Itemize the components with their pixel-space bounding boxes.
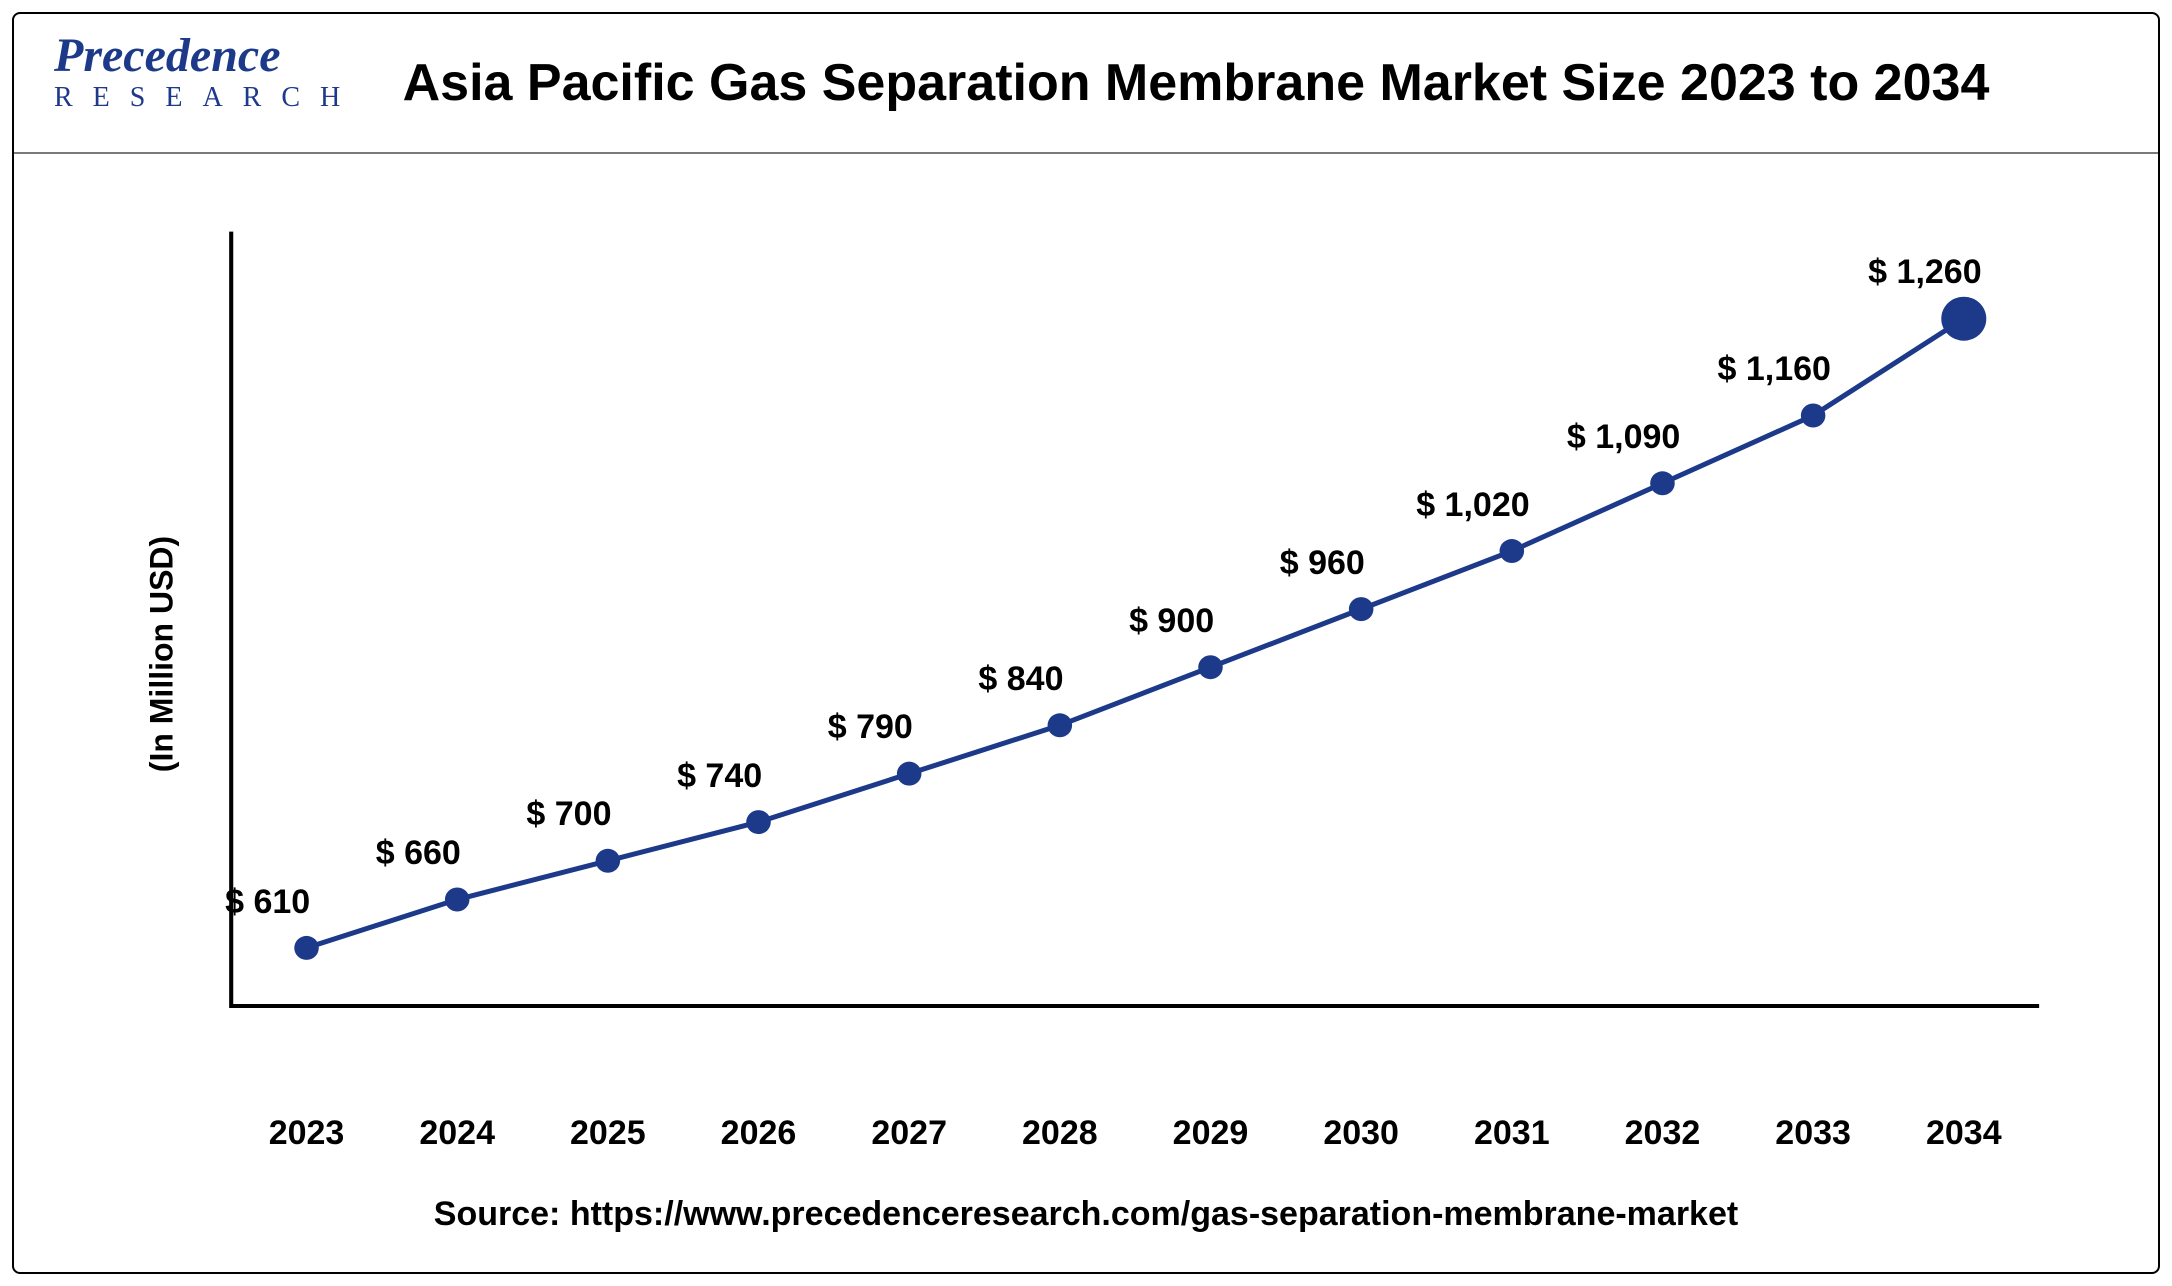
x-axis-labels: 2023 2024 2025 2026 2027 2028 2029 2030 2031 2032… (134, 1114, 2078, 1164)
x-tick-label: 2034 (1926, 1114, 2002, 1153)
chart-area: (In Million USD) 20232024202520262027202… (134, 214, 2078, 1094)
data-point-label: $ 700 (526, 795, 611, 834)
x-tick-label: 2024 (419, 1114, 495, 1153)
x-tick-label: 2028 (1022, 1114, 1098, 1153)
data-point-label: $ 1,260 (1868, 253, 1981, 292)
logo-main: Precedence (54, 29, 281, 82)
line-chart-svg (134, 214, 2078, 1094)
chart-container: Precedence RESEARCH Asia Pacific Gas Sep… (12, 12, 2160, 1274)
data-point-label: $ 1,090 (1567, 418, 1680, 457)
header: Precedence RESEARCH Asia Pacific Gas Sep… (14, 14, 2158, 154)
logo: Precedence RESEARCH (54, 32, 360, 112)
x-tick-label: 2025 (570, 1114, 646, 1153)
data-point-label: $ 660 (376, 834, 461, 873)
x-tick-label: 2031 (1474, 1114, 1550, 1153)
data-point-label: $ 740 (677, 757, 762, 796)
x-tick-label: 2026 (721, 1114, 797, 1153)
data-point-label: $ 1,020 (1416, 486, 1529, 525)
x-tick-label: 2032 (1625, 1114, 1701, 1153)
chart-title: Asia Pacific Gas Separation Membrane Mar… (274, 53, 2118, 113)
x-tick-label: 2030 (1323, 1114, 1399, 1153)
x-tick-label: 2029 (1173, 1114, 1249, 1153)
source-citation: Source: https://www.precedenceresearch.c… (14, 1195, 2158, 1234)
x-tick-label: 2023 (269, 1114, 345, 1153)
data-point-label: $ 840 (978, 660, 1063, 699)
data-point-label: $ 610 (225, 883, 310, 922)
data-point-label: $ 790 (828, 708, 913, 747)
logo-sub: RESEARCH (54, 84, 360, 112)
x-tick-label: 2033 (1775, 1114, 1851, 1153)
data-point-label: $ 1,160 (1718, 350, 1831, 389)
data-point-label: $ 900 (1129, 602, 1214, 641)
x-tick-label: 2027 (871, 1114, 947, 1153)
data-point-label: $ 960 (1280, 544, 1365, 583)
